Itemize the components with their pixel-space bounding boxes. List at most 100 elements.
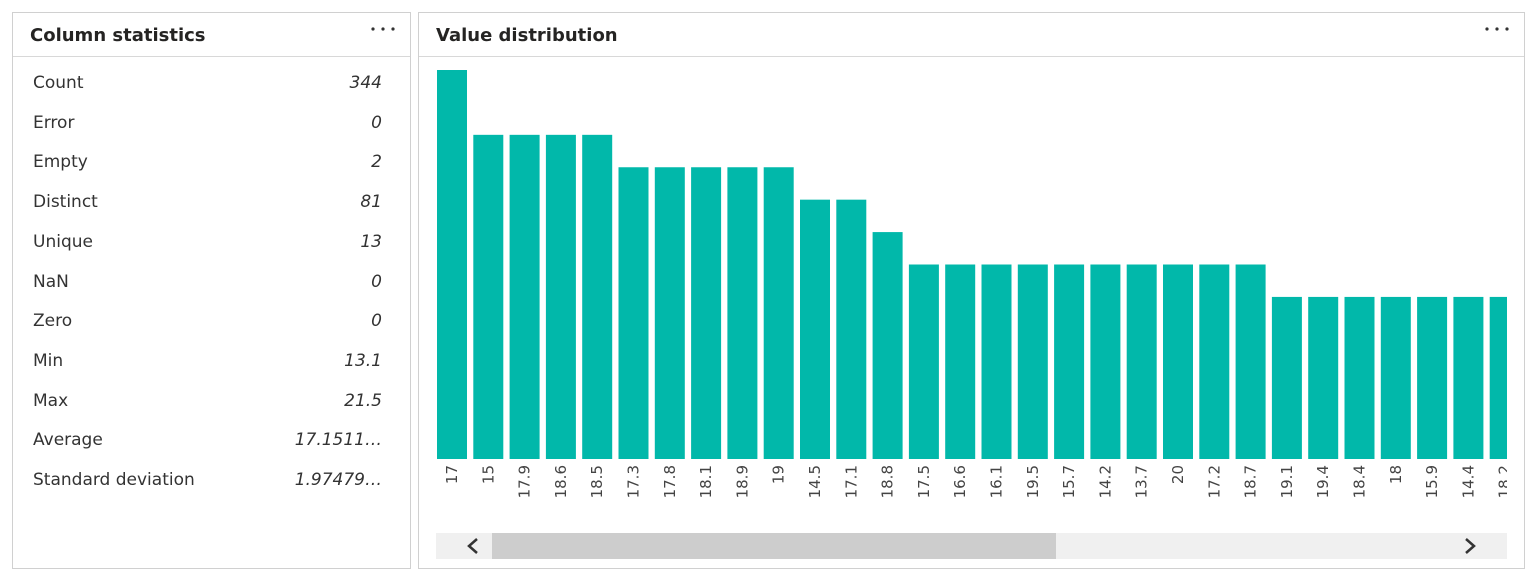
- x-tick-label: 18.5: [588, 465, 606, 498]
- column-statistics-panel: Column statistics Count 344 Error 0 Empty 2 Di…: [12, 12, 411, 569]
- x-tick-label: 17.9: [516, 465, 534, 498]
- bar: [654, 167, 685, 459]
- x-tick-label: 19.4: [1314, 465, 1332, 498]
- stat-label: Zero: [33, 311, 73, 332]
- x-tick-label: 17.3: [625, 465, 643, 498]
- x-tick-label: 19.5: [1024, 465, 1042, 498]
- stat-value: 0: [371, 271, 382, 292]
- x-tick-label: 17: [443, 465, 461, 484]
- scroll-left[interactable]: [467, 538, 478, 554]
- stat-label: Standard deviation: [33, 470, 195, 490]
- stat-value: 21.5: [344, 390, 382, 411]
- stat-label: NaN: [33, 271, 69, 292]
- bar: [1090, 264, 1121, 459]
- stat-row: Zero 0: [33, 311, 382, 335]
- x-tick-label: 18.2: [1496, 465, 1514, 498]
- bar: [618, 167, 649, 459]
- stat-label: Max: [33, 390, 69, 411]
- x-tick-label: 15: [479, 465, 497, 484]
- x-tick-label: 17.8: [661, 465, 679, 498]
- bar: [945, 264, 976, 459]
- stat-label: Empty: [33, 152, 88, 173]
- stat-value: 0: [371, 311, 382, 332]
- bar: [1417, 296, 1448, 459]
- stat-row: Standard deviation 1.97479…: [33, 470, 382, 494]
- stat-row: Min 13.1: [33, 351, 382, 375]
- stat-label: Average: [33, 430, 103, 451]
- bar: [1126, 264, 1157, 459]
- x-tick-label: 17.1: [842, 465, 860, 498]
- x-tick-label: 17.2: [1205, 465, 1223, 498]
- x-tick-label: 18.6: [552, 465, 570, 498]
- bar: [1163, 264, 1193, 459]
- stat-value: 81: [360, 192, 382, 213]
- stat-value: 13: [360, 231, 382, 252]
- x-tick-label: 18.1: [697, 465, 715, 498]
- bar: [1235, 264, 1266, 459]
- x-tick-label: 20: [1169, 465, 1187, 484]
- stat-value: 1.97479…: [294, 470, 382, 490]
- bar: [1453, 296, 1484, 459]
- bar: [727, 167, 758, 459]
- bar: [1271, 296, 1302, 459]
- stat-value: 2: [371, 152, 382, 173]
- x-tick-label: 19: [770, 465, 788, 484]
- x-tick-label: 18.9: [733, 465, 751, 498]
- bar: [1380, 296, 1411, 459]
- x-tick-label: 19.1: [1278, 465, 1296, 498]
- bar: [908, 264, 939, 459]
- stat-row: Empty 2: [33, 152, 382, 176]
- scroll-right[interactable]: [1465, 538, 1476, 554]
- x-tick-label: 18.4: [1351, 465, 1369, 498]
- scrollbar-thumb[interactable]: [492, 533, 1056, 559]
- stat-row: NaN 0: [33, 272, 382, 296]
- plot-area: 17 15 17.9 18.6 18.5 17.3 17.8 18.1 18.9 19 14.5 17…: [437, 70, 1514, 498]
- panel-header: Value distribution: [419, 13, 1524, 57]
- bar: [872, 232, 903, 459]
- stat-label: Distinct: [33, 192, 98, 213]
- stat-label: Count: [33, 73, 84, 93]
- more-options[interactable]: [1484, 26, 1510, 32]
- bar: [509, 134, 540, 459]
- bar: [691, 167, 722, 459]
- stat-row: Average 17.1511…: [33, 430, 382, 454]
- more-options[interactable]: [370, 26, 396, 32]
- bar: [1054, 264, 1085, 459]
- bar: [473, 134, 504, 459]
- bar: [582, 134, 613, 459]
- x-tick-label: 16.1: [988, 465, 1006, 498]
- stat-row: Max 21.5: [33, 391, 382, 415]
- bar: [1308, 296, 1339, 459]
- bar: [545, 134, 576, 459]
- x-tick-label: 18.8: [879, 465, 897, 498]
- x-tick-label: 14.4: [1459, 465, 1477, 498]
- bar: [981, 264, 1012, 459]
- panel-header: Column statistics: [13, 13, 410, 57]
- stat-row: Distinct 81: [33, 192, 382, 216]
- stat-label: Min: [33, 350, 64, 371]
- x-tick-label: 15.9: [1423, 465, 1441, 498]
- bar: [1199, 264, 1230, 459]
- x-tick-label: 14.2: [1096, 465, 1114, 498]
- stat-label: Error: [33, 112, 75, 133]
- x-tick-label: 14.5: [806, 465, 824, 498]
- panel-title: Value distribution: [436, 25, 618, 46]
- bar: [800, 199, 830, 459]
- stat-label: Unique: [33, 231, 93, 252]
- bar: [1017, 264, 1048, 459]
- bar: [1489, 296, 1507, 459]
- panel-title: Column statistics: [30, 25, 206, 46]
- value-distribution-panel: Value distribution 17 15 17.9 18.6 18.5 17.3 1…: [418, 12, 1525, 569]
- x-tick-label: 15.7: [1060, 465, 1078, 498]
- chart: 17 15 17.9 18.6 18.5 17.3 17.8 18.1 18.9 19 14.5 17…: [436, 70, 1514, 559]
- x-tick-label: 18.7: [1242, 465, 1260, 498]
- x-tick-label: 16.6: [951, 465, 969, 498]
- bar: [836, 199, 867, 459]
- stat-value: 344: [349, 73, 382, 93]
- bar: [437, 70, 467, 459]
- stat-row: Error 0: [33, 113, 382, 137]
- x-tick-label: 13.7: [1133, 465, 1151, 498]
- stat-row: Count 344: [33, 73, 382, 97]
- x-tick-label: 17.5: [915, 465, 933, 498]
